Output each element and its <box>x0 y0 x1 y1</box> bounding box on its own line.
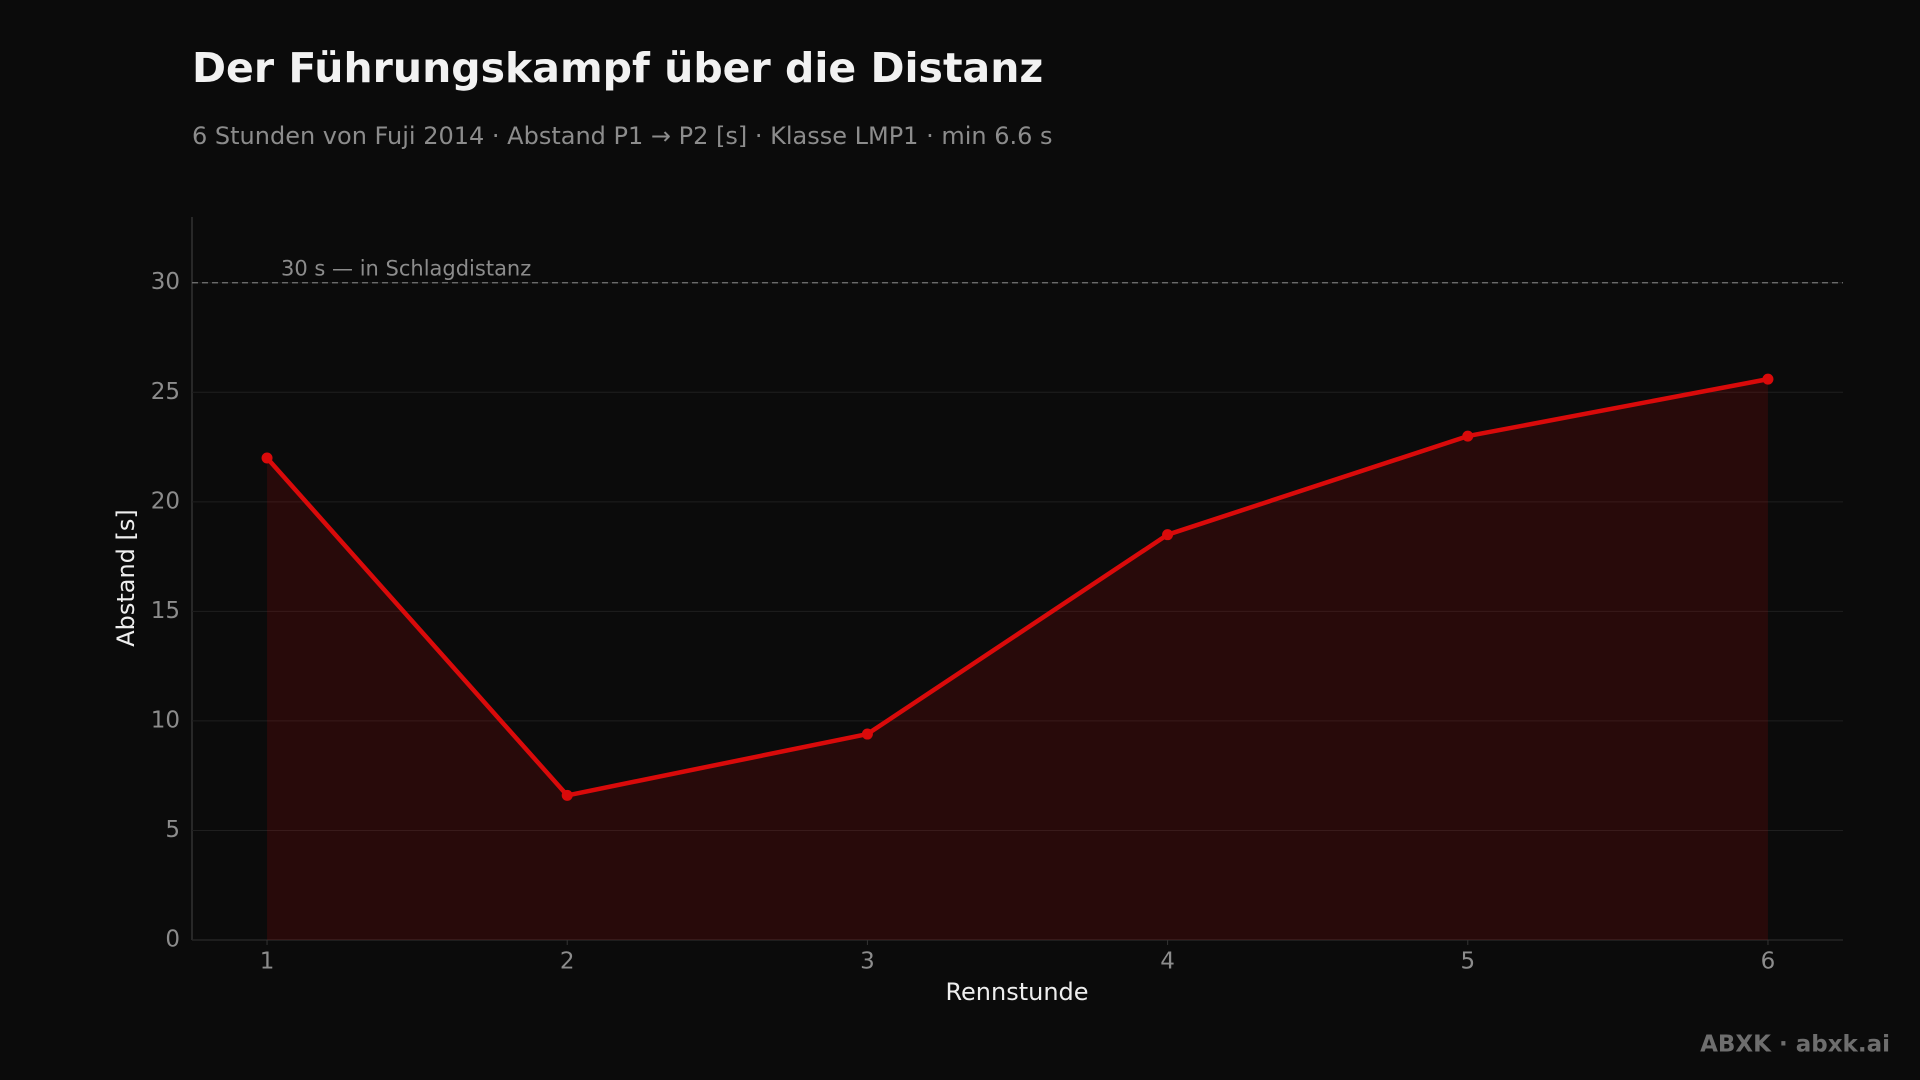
point <box>561 789 573 801</box>
reference-label: 30 s — in Schlagdistanz <box>281 257 531 281</box>
point <box>1162 529 1174 541</box>
y-tick-label: 25 <box>151 379 180 405</box>
y-axis-label: Abstand [s] <box>112 509 140 647</box>
x-tick-label: 5 <box>1460 949 1475 975</box>
point <box>261 452 273 464</box>
y-tick-label: 0 <box>165 927 180 953</box>
point <box>861 728 873 740</box>
footer: ABXK · abxk.ai <box>1700 1032 1890 1058</box>
y-tick-label: 30 <box>151 269 180 295</box>
x-axis-label: Rennstunde <box>945 978 1088 1006</box>
y-tick-label: 20 <box>151 488 180 514</box>
line <box>265 376 1769 798</box>
x-tick-label: 4 <box>1160 949 1175 975</box>
x-tick-label: 1 <box>260 949 275 975</box>
area <box>267 379 1768 940</box>
x-tick-label: 6 <box>1761 949 1776 975</box>
point <box>1762 373 1774 385</box>
y-tick-label: 15 <box>151 598 180 624</box>
y-tick-label: 5 <box>165 817 180 843</box>
chart-title: Der Führungskampf über die Distanz <box>192 44 1043 92</box>
x-tick-label: 3 <box>860 949 875 975</box>
chart-subtitle: 6 Stunden von Fuji 2014 · Abstand P1 → P… <box>192 122 1053 150</box>
y-tick-label: 10 <box>151 707 180 733</box>
x-tick-label: 2 <box>560 949 575 975</box>
point <box>1462 430 1474 442</box>
